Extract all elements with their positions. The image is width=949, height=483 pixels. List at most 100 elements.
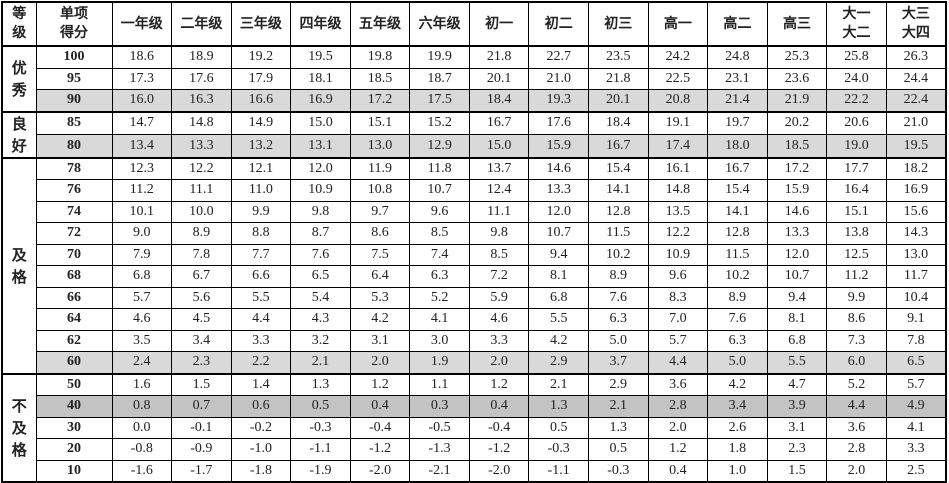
- value-cell: 12.4: [468, 179, 530, 202]
- score-cell: 10: [35, 459, 113, 483]
- value-cell: -1.1: [290, 438, 351, 461]
- grade-level-cell: 不及格: [1, 372, 37, 483]
- table-row: 95 17.3 17.6 17.9 18.1 18.5 18.7 20.1 21.0 21.8 22…: [2, 67, 947, 90]
- value-cell: 8.9: [171, 222, 232, 245]
- value-cell: 9.4: [766, 286, 828, 309]
- value-cell: 8.5: [409, 222, 470, 245]
- value-cell: 1.4: [230, 372, 292, 396]
- value-cell: 7.3: [826, 329, 887, 352]
- value-cell: 15.9: [766, 179, 828, 202]
- column-header: 大一大二: [826, 1, 887, 47]
- value-cell: 2.8: [826, 438, 887, 461]
- value-cell: 19.1: [647, 110, 709, 135]
- value-cell: 4.4: [647, 351, 709, 374]
- value-cell: 3.1: [766, 416, 828, 439]
- value-cell: 1.9: [409, 351, 470, 374]
- value-cell: 1.3: [588, 416, 649, 439]
- value-cell: 6.8: [111, 265, 173, 288]
- value-cell: 11.5: [707, 243, 768, 266]
- value-cell: -1.1: [528, 459, 589, 483]
- table-row: 70 7.9 7.8 7.7 7.6 7.5 7.4 8.5 9.4 10.2 10.9 11.5 12…: [2, 243, 947, 266]
- grade-level-cell: 及格: [1, 156, 37, 374]
- value-cell: -1.3: [409, 438, 470, 461]
- value-cell: 0.8: [111, 395, 173, 418]
- score-cell: 62: [35, 329, 113, 352]
- value-cell: 17.3: [111, 67, 173, 90]
- value-cell: 3.4: [171, 329, 232, 352]
- value-cell: 9.4: [528, 243, 589, 266]
- table-row: 90 16.0 16.3 16.6 16.9 17.2 17.5 18.4 19.3 20.1 20…: [2, 89, 947, 112]
- value-cell: 5.7: [647, 329, 709, 352]
- score-cell: 20: [35, 438, 113, 461]
- value-cell: 8.1: [766, 308, 828, 331]
- value-cell: 12.5: [826, 243, 887, 266]
- value-cell: 15.4: [588, 156, 649, 180]
- value-cell: 10.7: [766, 265, 828, 288]
- value-cell: 5.9: [468, 286, 530, 309]
- value-cell: 3.3: [230, 329, 292, 352]
- value-cell: -1.6: [111, 459, 173, 483]
- grade-level-text: 良: [11, 114, 27, 133]
- value-cell: 17.4: [647, 134, 709, 158]
- value-cell: 0.6: [230, 395, 292, 418]
- value-cell: 13.4: [111, 134, 173, 158]
- value-cell: 9.8: [468, 222, 530, 245]
- value-cell: 2.2: [230, 351, 292, 374]
- column-header: 单项得分: [35, 1, 113, 47]
- value-cell: -1.9: [290, 459, 351, 483]
- grade-level-text: 格: [11, 267, 27, 286]
- header-text: 级: [12, 25, 27, 41]
- value-cell: 4.6: [111, 308, 173, 331]
- value-cell: 13.8: [826, 222, 887, 245]
- value-cell: 21.8: [588, 67, 649, 90]
- value-cell: 1.2: [349, 372, 411, 396]
- header-row: 等级单项得分 一年级 二年级 三年级 四年级 五年级 六年级 初一 初二 初三 高一 高二 高三 大一大二…: [1, 1, 947, 47]
- score-cell: 50: [35, 372, 113, 396]
- value-cell: 7.6: [290, 243, 351, 266]
- value-cell: 8.6: [826, 308, 887, 331]
- value-cell: 15.9: [528, 134, 589, 158]
- value-cell: 0.5: [588, 438, 649, 461]
- value-cell: 6.6: [230, 265, 292, 288]
- value-cell: 14.9: [230, 110, 292, 135]
- value-cell: -1.2: [468, 438, 530, 461]
- value-cell: -0.8: [111, 438, 173, 461]
- value-cell: 12.2: [171, 156, 232, 180]
- value-cell: -2.0: [349, 459, 411, 483]
- value-cell: 18.0: [707, 134, 768, 158]
- value-cell: 2.9: [528, 351, 589, 374]
- value-cell: 3.7: [588, 351, 649, 374]
- value-cell: 13.3: [766, 222, 828, 245]
- value-cell: 24.4: [885, 67, 947, 90]
- header-text: 二年级: [180, 15, 223, 32]
- value-cell: 6.3: [588, 308, 649, 331]
- value-cell: 23.6: [766, 67, 828, 90]
- value-cell: 21.0: [528, 67, 589, 90]
- value-cell: 2.3: [766, 438, 828, 461]
- value-cell: 10.0: [171, 200, 232, 223]
- value-cell: 12.0: [290, 156, 351, 180]
- value-cell: 10.8: [349, 179, 411, 202]
- value-cell: 10.1: [111, 200, 173, 223]
- value-cell: 14.3: [885, 222, 947, 245]
- value-cell: 26.3: [885, 45, 947, 69]
- value-cell: 7.4: [409, 243, 470, 266]
- column-header: 高一: [647, 1, 709, 47]
- value-cell: 8.9: [707, 286, 768, 309]
- header-text: 三年级: [239, 15, 282, 32]
- value-cell: 8.3: [647, 286, 709, 309]
- value-cell: 5.0: [707, 351, 768, 374]
- value-cell: 3.4: [707, 395, 768, 418]
- grade-level-text: 不及格: [11, 396, 27, 459]
- value-cell: 12.2: [647, 222, 709, 245]
- value-cell: 1.0: [707, 459, 768, 483]
- value-cell: 15.6: [885, 200, 947, 223]
- value-cell: 20.2: [766, 110, 828, 135]
- value-cell: 21.4: [707, 89, 768, 112]
- value-cell: 14.7: [111, 110, 173, 135]
- table-row: 62 3.5 3.4 3.3 3.2 3.1 3.0 3.3 4.2 5.0 5.7 6.3 6.8 7.…: [2, 329, 947, 352]
- score-cell: 95: [35, 67, 113, 90]
- header-text: 高一: [663, 15, 692, 32]
- value-cell: -0.4: [349, 416, 411, 439]
